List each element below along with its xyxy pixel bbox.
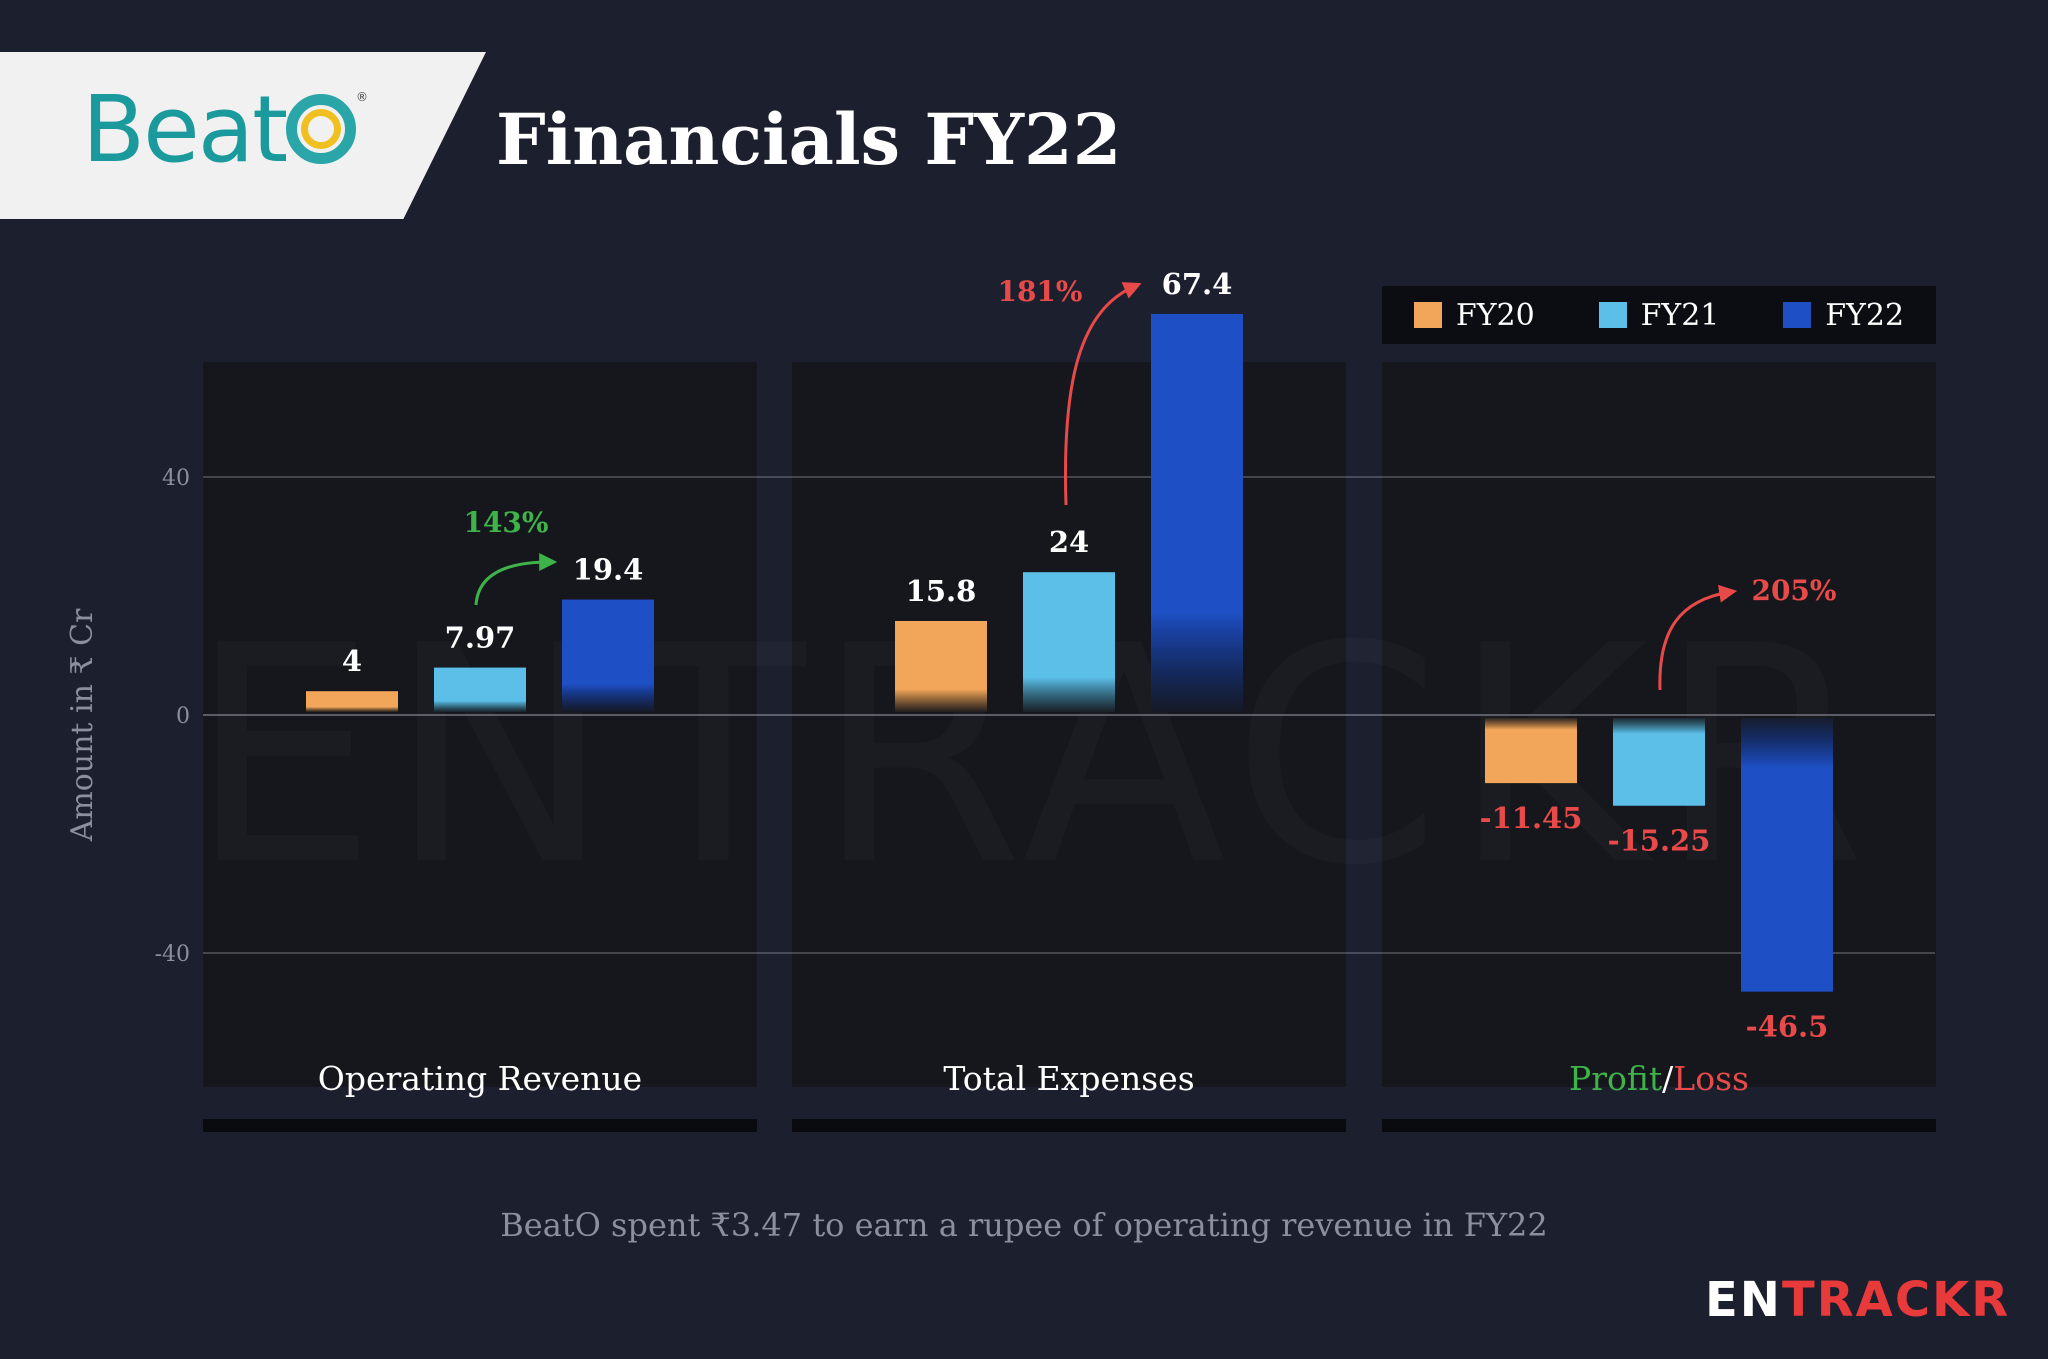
- legend-swatch-fy20: [1413, 302, 1442, 328]
- category-label: Operating Revenue: [318, 1059, 642, 1098]
- y-axis-label: Amount in ₹ Cr: [65, 608, 100, 842]
- panel-underline: [203, 1119, 757, 1132]
- category-label: Total Expenses: [943, 1059, 1194, 1098]
- legend-item-fy21: FY21: [1598, 297, 1720, 333]
- brand-part1: EN: [1705, 1272, 1782, 1328]
- legend-swatch-fy21: [1598, 302, 1627, 328]
- growth-arrow-icon: [1658, 584, 1738, 691]
- legend-item-fy20: FY20: [1413, 297, 1535, 333]
- data-label: 7.97: [445, 621, 516, 655]
- profit-text: Profit: [1569, 1059, 1662, 1098]
- category-label-profit-loss: Profit/Loss: [1569, 1059, 1749, 1098]
- data-label: -11.45: [1480, 801, 1583, 835]
- data-label: -46.5: [1746, 1010, 1829, 1044]
- bar-shade: [1741, 718, 1833, 992]
- entrackr-logo: ENTRACKR: [1705, 1272, 2010, 1328]
- beato-logo: Beat: [82, 76, 288, 183]
- legend-label-fy22: FY22: [1825, 297, 1905, 333]
- data-label: 24: [1049, 525, 1089, 559]
- data-label: -15.25: [1608, 824, 1711, 858]
- separator-text: /: [1662, 1059, 1674, 1098]
- registered-icon: ®: [356, 90, 368, 104]
- growth-label: 143%: [463, 506, 548, 539]
- bar-shade: [434, 667, 526, 712]
- bar-shade: [895, 620, 987, 712]
- chart-legend: FY20 FY21 FY22: [1382, 286, 1936, 344]
- y-tick-label: 40: [162, 466, 190, 491]
- chart-panel: [792, 362, 1346, 1087]
- brand-part2: TRACKR: [1781, 1272, 2011, 1328]
- legend-item-fy22: FY22: [1783, 298, 1904, 333]
- chart-caption: BeatO spent ₹3.47 to earn a rupee of ope…: [500, 1206, 1548, 1244]
- growth-arrow-icon: [1064, 282, 1142, 506]
- legend-label-fy20: FY20: [1455, 297, 1535, 333]
- growth-label: 205%: [1751, 574, 1836, 607]
- data-label: 19.4: [573, 553, 644, 587]
- panel-underline: [1382, 1119, 1936, 1132]
- growth-arrow-icon: [474, 553, 558, 606]
- bar-shade: [1485, 718, 1577, 784]
- bar-shade: [1023, 572, 1115, 712]
- legend-swatch-fy22: [1783, 302, 1812, 328]
- page-title: Financials FY22: [496, 98, 1122, 181]
- data-label: 4: [342, 644, 362, 678]
- legend-label-fy21: FY21: [1640, 297, 1720, 333]
- bar-shade: [562, 599, 654, 712]
- bar-shade: [1613, 718, 1705, 806]
- bar-shade: [306, 691, 398, 712]
- bar-shade: [1151, 313, 1243, 712]
- panel-underline: [792, 1119, 1346, 1132]
- data-label: 67.4: [1162, 267, 1233, 301]
- beato-logo-ring-icon: [286, 94, 356, 164]
- y-tick-label: -40: [155, 942, 190, 967]
- chart-panel: [203, 362, 757, 1087]
- bar-chart: ENTRACKR 400-40 Amount in ₹ Cr 47.9719.4…: [65, 267, 1936, 1132]
- loss-text: Loss: [1673, 1059, 1749, 1098]
- data-label: 15.8: [906, 574, 977, 608]
- growth-label: 181%: [997, 275, 1082, 308]
- y-tick-label: 0: [176, 704, 190, 729]
- logo-banner: [0, 52, 486, 219]
